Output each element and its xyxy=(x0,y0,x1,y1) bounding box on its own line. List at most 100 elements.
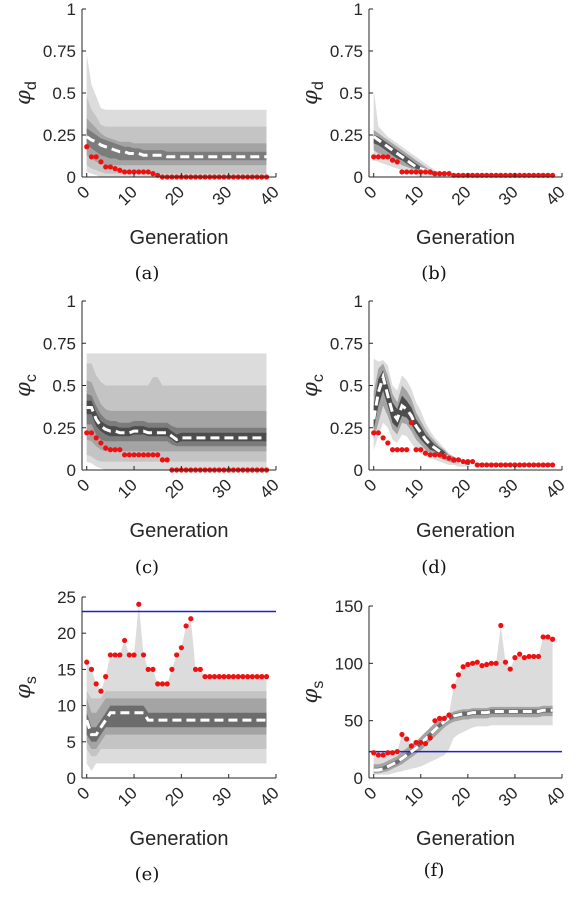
best-point xyxy=(150,452,156,458)
best-point xyxy=(169,666,175,673)
best-point xyxy=(427,735,433,741)
best-point xyxy=(155,452,161,458)
y-tick-label: 100 xyxy=(335,654,363,673)
y-label-subscript: s xyxy=(23,676,40,684)
best-point xyxy=(221,674,227,680)
y-label-subscript: c xyxy=(23,374,40,382)
panel-caption: (c) xyxy=(135,557,159,578)
best-point xyxy=(207,674,213,680)
x-tick-label: 30 xyxy=(495,783,522,810)
y-tick-label: 0.5 xyxy=(339,84,363,103)
y-tick-label: 0 xyxy=(354,461,363,480)
best-point xyxy=(432,718,438,724)
best-point xyxy=(107,447,113,453)
best-point xyxy=(526,653,532,660)
best-points xyxy=(84,601,270,694)
best-point xyxy=(98,688,104,694)
best-point xyxy=(399,447,405,453)
best-point xyxy=(371,430,377,436)
best-point xyxy=(399,169,405,175)
best-point xyxy=(140,452,147,458)
best-point xyxy=(245,674,251,680)
best-point xyxy=(254,674,260,680)
best-point xyxy=(418,169,424,175)
best-point xyxy=(249,674,255,680)
best-point xyxy=(484,462,490,468)
y-tick-label: 0.25 xyxy=(330,126,363,145)
best-point xyxy=(521,655,527,661)
band-1 xyxy=(373,363,553,465)
y-tick-label: 5 xyxy=(67,733,76,752)
best-point xyxy=(540,462,546,468)
best-point xyxy=(488,660,494,666)
best-point xyxy=(535,653,542,660)
best-point xyxy=(422,450,429,456)
best-point xyxy=(521,462,527,468)
best-point xyxy=(404,169,410,175)
mean-line xyxy=(85,711,267,737)
x-tick-label: 40 xyxy=(542,475,569,502)
best-point xyxy=(103,164,109,170)
best-point xyxy=(465,458,471,465)
best-point xyxy=(164,681,170,687)
best-point xyxy=(88,666,95,673)
best-point xyxy=(460,458,466,465)
y-axis-label: φs xyxy=(11,676,40,699)
plot-area xyxy=(82,604,276,771)
best-point xyxy=(469,660,476,666)
x-tick-label: 30 xyxy=(209,182,236,209)
plot-area xyxy=(372,89,553,177)
best-point xyxy=(121,637,128,644)
best-point xyxy=(422,169,429,175)
best-point xyxy=(375,752,382,758)
best-point xyxy=(469,458,476,465)
y-tick-label: 0.75 xyxy=(43,42,76,61)
best-point xyxy=(380,154,386,160)
best-point xyxy=(178,645,184,651)
band-0 xyxy=(373,625,553,775)
best-point xyxy=(507,666,513,672)
best-point xyxy=(446,171,452,177)
best-point xyxy=(131,652,137,658)
mean-line xyxy=(373,708,553,772)
best-point xyxy=(394,447,400,453)
best-point xyxy=(145,169,151,175)
best-point xyxy=(159,681,166,687)
y-tick-label: 0 xyxy=(67,769,76,788)
best-point xyxy=(422,741,429,747)
best-point xyxy=(446,455,452,461)
best-point xyxy=(418,447,424,453)
best-point xyxy=(371,154,377,160)
panel-caption: (b) xyxy=(421,263,447,284)
best-point xyxy=(235,674,241,680)
best-point xyxy=(531,462,537,468)
best-point xyxy=(389,447,396,453)
plot-area xyxy=(86,353,267,470)
x-axis-label: Generation xyxy=(130,828,229,850)
x-tick-label: 0 xyxy=(360,783,380,803)
best-point xyxy=(479,462,485,468)
best-point xyxy=(484,661,490,668)
x-tick-label: 0 xyxy=(73,783,93,803)
best-point xyxy=(535,462,542,468)
best-point xyxy=(230,674,237,680)
best-point xyxy=(441,715,447,721)
y-label-symbol: φ xyxy=(298,688,322,703)
best-point xyxy=(150,666,156,673)
best-point xyxy=(375,430,382,436)
best-point xyxy=(145,666,151,673)
y-axis-label: φd xyxy=(11,81,40,105)
best-point xyxy=(197,666,203,673)
y-tick-label: 0.5 xyxy=(339,377,363,396)
best-point xyxy=(413,447,419,453)
best-point xyxy=(408,169,414,175)
y-tick-label: 0 xyxy=(354,769,363,788)
x-tick-label: 40 xyxy=(256,475,283,502)
best-point xyxy=(474,462,480,468)
best-point xyxy=(84,430,90,436)
y-tick-label: 1 xyxy=(354,0,363,19)
x-tick-label: 10 xyxy=(401,475,428,502)
x-tick-label: 0 xyxy=(360,475,380,495)
